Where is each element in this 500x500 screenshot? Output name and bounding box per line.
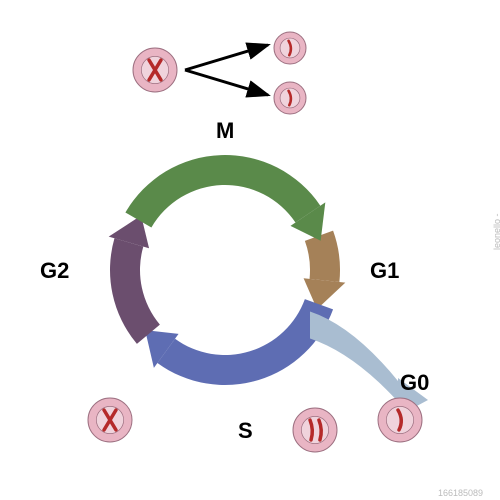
cell-icon (274, 32, 306, 64)
cell-icon (378, 398, 422, 442)
cell-icon (274, 82, 306, 114)
cell-icon (88, 398, 132, 442)
label-s: S (238, 418, 253, 444)
label-m: M (216, 118, 234, 144)
cell-icon (293, 408, 337, 452)
label-g2: G2 (40, 258, 69, 284)
watermark-id: 166185089 (438, 488, 483, 498)
label-g0: G0 (400, 370, 429, 396)
label-g1: G1 (370, 258, 399, 284)
watermark-text: leonello - stock.adobe.com (492, 182, 500, 250)
cell-icon (133, 48, 177, 92)
